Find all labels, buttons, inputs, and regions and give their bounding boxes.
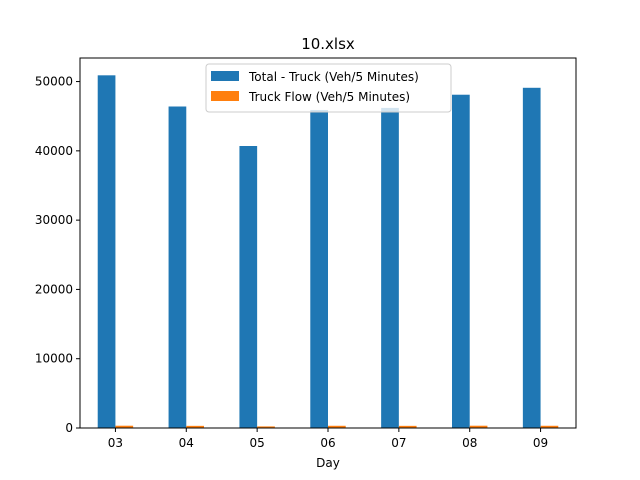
bar-series-1-06 [310, 109, 328, 428]
plot-frame [79, 57, 577, 429]
x-tick-label-08: 08 [462, 436, 477, 450]
chart-title: 10.xlsx [301, 35, 355, 53]
x-tick-label-03: 03 [108, 436, 123, 450]
bar-series-2-08 [469, 425, 488, 428]
y-axis-ticks: 0 10000 20000 30000 40000 50000 [35, 75, 80, 435]
legend-swatch-1 [211, 71, 239, 81]
x-tick-label-04: 04 [179, 436, 194, 450]
x-tick-label-07: 07 [391, 436, 406, 450]
bar-series-1-04 [168, 106, 187, 428]
bar-series-2-04 [186, 425, 204, 428]
y-tick-label-40000: 40000 [35, 144, 73, 158]
bar-series-1-07 [381, 107, 399, 428]
legend-label-2: Truck Flow (Veh/5 Minutes) [248, 90, 410, 104]
legend: Total - Truck (Veh/5 Minutes) Truck Flow … [205, 63, 452, 113]
bar-series-1-09 [522, 87, 541, 428]
bar-series-2-09 [540, 425, 559, 428]
y-tick-label-20000: 20000 [35, 282, 73, 296]
bars-layer [97, 75, 559, 428]
bar-series-1-05 [239, 146, 258, 428]
x-tick-label-09: 09 [533, 436, 548, 450]
y-tick-label-30000: 30000 [35, 213, 73, 227]
bar-series-2-03 [115, 425, 134, 428]
y-tick-label-0: 0 [65, 421, 73, 435]
x-tick-label-05: 05 [250, 436, 265, 450]
bar-series-2-06 [328, 425, 346, 428]
legend-swatch-2 [211, 91, 239, 101]
legend-box [205, 63, 452, 113]
bar-series-1-08 [452, 94, 470, 428]
x-axis-ticks: 03 04 05 06 07 08 09 [108, 428, 548, 450]
bar-series-1-03 [97, 75, 116, 428]
bar-series-2-05 [257, 426, 275, 428]
y-tick-label-10000: 10000 [35, 352, 73, 366]
legend-label-1: Total - Truck (Veh/5 Minutes) [248, 70, 419, 84]
x-axis-label: Day [316, 456, 340, 470]
x-tick-label-06: 06 [320, 436, 335, 450]
y-tick-label-50000: 50000 [35, 75, 73, 89]
bar-series-2-07 [398, 425, 417, 428]
